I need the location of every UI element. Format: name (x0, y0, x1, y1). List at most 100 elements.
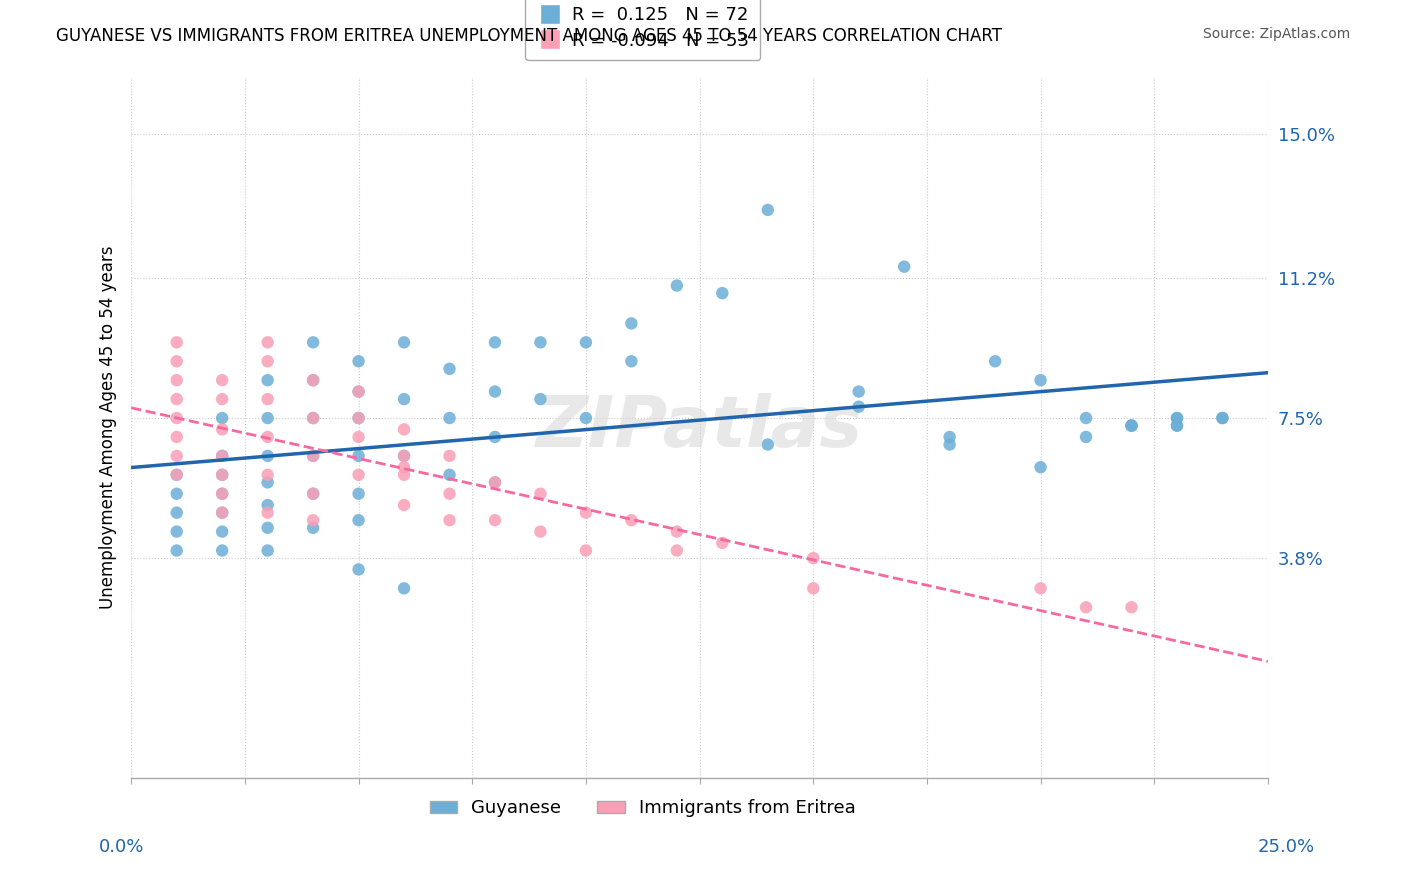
Point (484, 475, 506, 490)
Point (1166, 418, 1188, 433)
Point (1211, 411, 1233, 425)
Point (1074, 600, 1097, 615)
Point (302, 449, 325, 463)
Point (1166, 418, 1188, 433)
Point (392, 449, 415, 463)
Point (302, 449, 325, 463)
Point (439, 411, 461, 425)
Point (256, 467, 278, 482)
Point (256, 543, 278, 558)
Point (392, 392, 415, 406)
Point (256, 392, 278, 406)
Point (347, 562, 370, 576)
Point (620, 513, 643, 527)
Point (347, 487, 370, 501)
Point (302, 513, 325, 527)
Point (484, 384, 506, 399)
Point (1211, 411, 1233, 425)
Point (848, 384, 870, 399)
Point (529, 335, 551, 350)
Point (439, 449, 461, 463)
Point (347, 384, 370, 399)
Point (302, 411, 325, 425)
Point (166, 467, 188, 482)
Point (392, 467, 415, 482)
Point (575, 506, 598, 520)
Point (166, 524, 188, 539)
Point (1166, 411, 1188, 425)
Point (347, 430, 370, 444)
Point (575, 335, 598, 350)
Point (302, 335, 325, 350)
Point (256, 335, 278, 350)
Text: 25.0%: 25.0% (1257, 838, 1315, 855)
Point (347, 467, 370, 482)
Point (1029, 582, 1052, 596)
Y-axis label: Unemployment Among Ages 45 to 54 years: Unemployment Among Ages 45 to 54 years (100, 246, 117, 609)
Point (256, 475, 278, 490)
Point (529, 524, 551, 539)
Text: Source: ZipAtlas.com: Source: ZipAtlas.com (1202, 27, 1350, 41)
Point (211, 449, 233, 463)
Point (347, 513, 370, 527)
Point (1121, 600, 1143, 615)
Point (211, 392, 233, 406)
Point (211, 449, 233, 463)
Point (711, 286, 734, 301)
Point (211, 411, 233, 425)
Point (529, 487, 551, 501)
Point (392, 449, 415, 463)
Point (256, 521, 278, 535)
Point (211, 487, 233, 501)
Point (575, 543, 598, 558)
Point (665, 543, 688, 558)
Point (620, 354, 643, 368)
Point (211, 467, 233, 482)
Point (439, 513, 461, 527)
Point (166, 354, 188, 368)
Legend: Guyanese, Immigrants from Eritrea: Guyanese, Immigrants from Eritrea (423, 792, 863, 824)
Point (484, 335, 506, 350)
Point (347, 354, 370, 368)
Point (529, 392, 551, 406)
Point (347, 449, 370, 463)
Point (166, 335, 188, 350)
Point (392, 422, 415, 436)
Text: ZIPatlas: ZIPatlas (536, 393, 863, 462)
Point (1074, 411, 1097, 425)
Point (256, 354, 278, 368)
Point (256, 506, 278, 520)
Point (938, 430, 960, 444)
Point (256, 430, 278, 444)
Point (256, 373, 278, 387)
Point (620, 317, 643, 331)
Point (439, 487, 461, 501)
Point (166, 543, 188, 558)
Point (302, 411, 325, 425)
Point (302, 487, 325, 501)
Point (347, 384, 370, 399)
Point (1166, 411, 1188, 425)
Point (211, 422, 233, 436)
Point (1029, 373, 1052, 387)
Point (801, 551, 824, 566)
Point (756, 437, 779, 451)
Point (211, 506, 233, 520)
Point (665, 278, 688, 293)
Text: GUYANESE VS IMMIGRANTS FROM ERITREA UNEMPLOYMENT AMONG AGES 45 TO 54 YEARS CORRE: GUYANESE VS IMMIGRANTS FROM ERITREA UNEM… (56, 27, 1002, 45)
Point (439, 361, 461, 376)
Point (938, 437, 960, 451)
Point (392, 498, 415, 512)
Point (392, 335, 415, 350)
Point (392, 582, 415, 596)
Point (439, 467, 461, 482)
Point (302, 373, 325, 387)
Point (984, 354, 1007, 368)
Point (256, 411, 278, 425)
Point (211, 467, 233, 482)
Point (484, 475, 506, 490)
Point (392, 460, 415, 475)
Point (484, 513, 506, 527)
Point (256, 449, 278, 463)
Point (756, 202, 779, 217)
